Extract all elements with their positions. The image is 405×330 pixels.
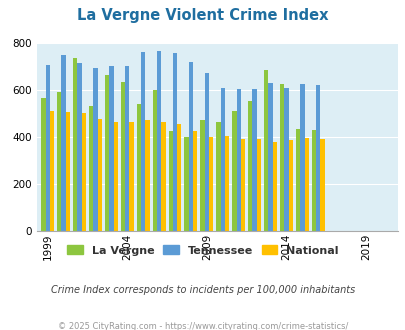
- Bar: [299, 84, 304, 231]
- Bar: [121, 82, 125, 231]
- Bar: [161, 122, 165, 231]
- Bar: [152, 90, 157, 231]
- Bar: [57, 92, 61, 231]
- Bar: [232, 111, 236, 231]
- Bar: [247, 101, 252, 231]
- Bar: [252, 89, 256, 231]
- Bar: [50, 111, 54, 231]
- Bar: [125, 66, 129, 231]
- Text: © 2025 CityRating.com - https://www.cityrating.com/crime-statistics/: © 2025 CityRating.com - https://www.city…: [58, 322, 347, 330]
- Bar: [279, 84, 284, 231]
- Bar: [141, 52, 145, 231]
- Bar: [311, 130, 315, 231]
- Bar: [129, 122, 133, 231]
- Bar: [272, 142, 276, 231]
- Bar: [288, 141, 292, 231]
- Bar: [256, 139, 260, 231]
- Bar: [263, 70, 268, 231]
- Bar: [209, 137, 213, 231]
- Bar: [93, 68, 97, 231]
- Bar: [77, 63, 81, 231]
- Text: La Vergne Violent Crime Index: La Vergne Violent Crime Index: [77, 8, 328, 23]
- Bar: [168, 131, 173, 231]
- Legend: La Vergne, Tennessee, National: La Vergne, Tennessee, National: [63, 241, 342, 260]
- Bar: [157, 51, 161, 231]
- Bar: [315, 85, 320, 231]
- Bar: [109, 66, 113, 231]
- Bar: [268, 83, 272, 231]
- Bar: [97, 119, 102, 231]
- Bar: [173, 53, 177, 231]
- Bar: [320, 139, 324, 231]
- Text: Crime Index corresponds to incidents per 100,000 inhabitants: Crime Index corresponds to incidents per…: [51, 285, 354, 295]
- Bar: [73, 58, 77, 231]
- Bar: [104, 75, 109, 231]
- Bar: [295, 129, 299, 231]
- Bar: [240, 139, 245, 231]
- Bar: [89, 106, 93, 231]
- Bar: [177, 124, 181, 231]
- Bar: [224, 136, 229, 231]
- Bar: [113, 122, 117, 231]
- Bar: [200, 120, 204, 231]
- Bar: [204, 74, 209, 231]
- Bar: [61, 55, 66, 231]
- Bar: [216, 122, 220, 231]
- Bar: [188, 62, 193, 231]
- Bar: [45, 65, 50, 231]
- Bar: [41, 98, 45, 231]
- Bar: [220, 87, 224, 231]
- Bar: [284, 87, 288, 231]
- Bar: [66, 112, 70, 231]
- Bar: [145, 120, 149, 231]
- Bar: [304, 138, 308, 231]
- Bar: [184, 137, 188, 231]
- Bar: [81, 114, 86, 231]
- Bar: [193, 131, 197, 231]
- Bar: [136, 104, 141, 231]
- Bar: [236, 89, 240, 231]
